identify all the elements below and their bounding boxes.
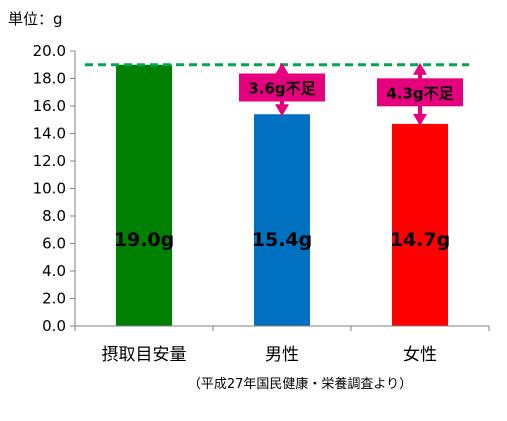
shortfall-arrow-head-up <box>275 62 289 75</box>
shortfall-label: 3.6g不足 <box>248 80 316 98</box>
y-tick-label: 20.0 <box>33 42 66 60</box>
shortfall-box <box>239 73 325 102</box>
bar <box>392 123 448 326</box>
shortfall-box <box>377 78 463 107</box>
shortfall-arrow-head-down <box>275 104 289 117</box>
y-tick-label: 0.0 <box>42 317 66 335</box>
bar-value-label: 14.7g <box>390 229 450 251</box>
shortfall-arrow-head-down <box>413 113 427 126</box>
y-tick-label: 16.0 <box>33 97 66 115</box>
x-axis: 摂取目安量 男性 女性 <box>74 325 490 365</box>
shortfall-arrow-head-up <box>413 62 427 75</box>
x-category-label: 摂取目安量 <box>102 345 187 365</box>
x-category-label: 男性 <box>265 345 299 365</box>
bar-value-label: 15.4g <box>252 229 312 251</box>
bar-value-label: 19.0g <box>114 229 174 251</box>
unit-label: 単位：g <box>8 10 63 28</box>
shortfall-annotations: 3.6g不足 4.3g不足 <box>239 62 463 126</box>
bar <box>116 64 172 326</box>
bars: 19.0g 15.4g 14.7g <box>114 64 450 326</box>
shortfall-label: 4.3g不足 <box>386 84 454 102</box>
y-tick-label: 12.0 <box>33 152 66 170</box>
y-tick-label: 2.0 <box>42 290 66 308</box>
source-note: （平成27年国民健康・栄養調査より） <box>188 376 412 392</box>
y-tick-label: 8.0 <box>42 207 66 225</box>
y-tick-label: 14.0 <box>33 125 66 143</box>
y-axis: 0.0 2.0 4.0 6.0 8.0 10.0 12.0 14.0 16.0 18.0 20.0 <box>33 42 76 335</box>
y-tick-label: 18.0 <box>33 70 66 88</box>
x-category-label: 女性 <box>403 345 437 365</box>
y-tick-label: 10.0 <box>33 180 66 198</box>
bar <box>254 114 310 326</box>
y-tick-label: 4.0 <box>42 262 66 280</box>
y-tick-label: 6.0 <box>42 235 66 253</box>
